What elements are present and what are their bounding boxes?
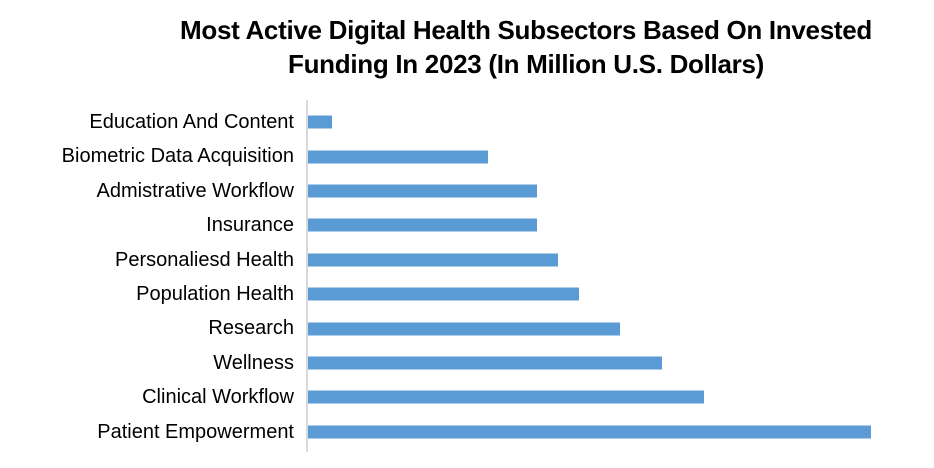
bar bbox=[308, 425, 871, 439]
bar bbox=[308, 253, 558, 267]
bar bbox=[308, 356, 662, 370]
chart-row: Insurance bbox=[0, 208, 934, 242]
bar bbox=[308, 322, 620, 336]
chart-title-line2: Funding In 2023 (In Million U.S. Dollars… bbox=[288, 49, 764, 79]
category-label: Insurance bbox=[206, 214, 294, 237]
chart-row: Patient Empowerment bbox=[0, 415, 934, 449]
chart-row: Clinical Workflow bbox=[0, 380, 934, 414]
chart-row: Biometric Data Acquisition bbox=[0, 139, 934, 173]
chart-row: Personaliesd Health bbox=[0, 243, 934, 277]
category-axis-line bbox=[306, 100, 308, 452]
category-label: Biometric Data Acquisition bbox=[61, 145, 294, 168]
chart-rows: Education And Content Biometric Data Acqu… bbox=[0, 105, 934, 449]
category-label: Admistrative Workflow bbox=[96, 179, 294, 202]
category-label: Education And Content bbox=[89, 111, 294, 133]
bar bbox=[308, 390, 704, 404]
bar bbox=[308, 287, 579, 301]
category-label: Clinical Workflow bbox=[142, 386, 294, 409]
bar bbox=[308, 218, 537, 232]
category-label: Personaliesd Health bbox=[115, 248, 294, 271]
category-label: Patient Empowerment bbox=[97, 420, 294, 443]
bar bbox=[308, 150, 488, 164]
chart-row: Research bbox=[0, 311, 934, 345]
chart-row: Wellness bbox=[0, 346, 934, 380]
bar bbox=[308, 184, 537, 198]
chart-row: Population Health bbox=[0, 277, 934, 311]
chart-title: Most Active Digital Health Subsectors Ba… bbox=[118, 13, 934, 81]
category-label: Research bbox=[208, 317, 294, 340]
chart-row: Education And Content bbox=[0, 105, 934, 139]
bar bbox=[308, 115, 332, 129]
category-label: Population Health bbox=[136, 282, 294, 305]
chart-title-line1: Most Active Digital Health Subsectors Ba… bbox=[180, 15, 872, 45]
chart-row: Admistrative Workflow bbox=[0, 174, 934, 208]
category-label: Wellness bbox=[213, 351, 294, 374]
